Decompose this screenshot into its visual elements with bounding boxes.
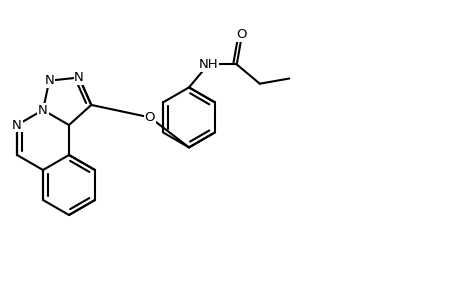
Text: N: N (12, 118, 22, 131)
Text: N: N (74, 71, 84, 84)
Text: N: N (38, 103, 48, 116)
Text: N: N (44, 74, 54, 87)
Text: O: O (145, 111, 155, 124)
Text: O: O (236, 28, 246, 41)
Text: NH: NH (198, 58, 218, 71)
